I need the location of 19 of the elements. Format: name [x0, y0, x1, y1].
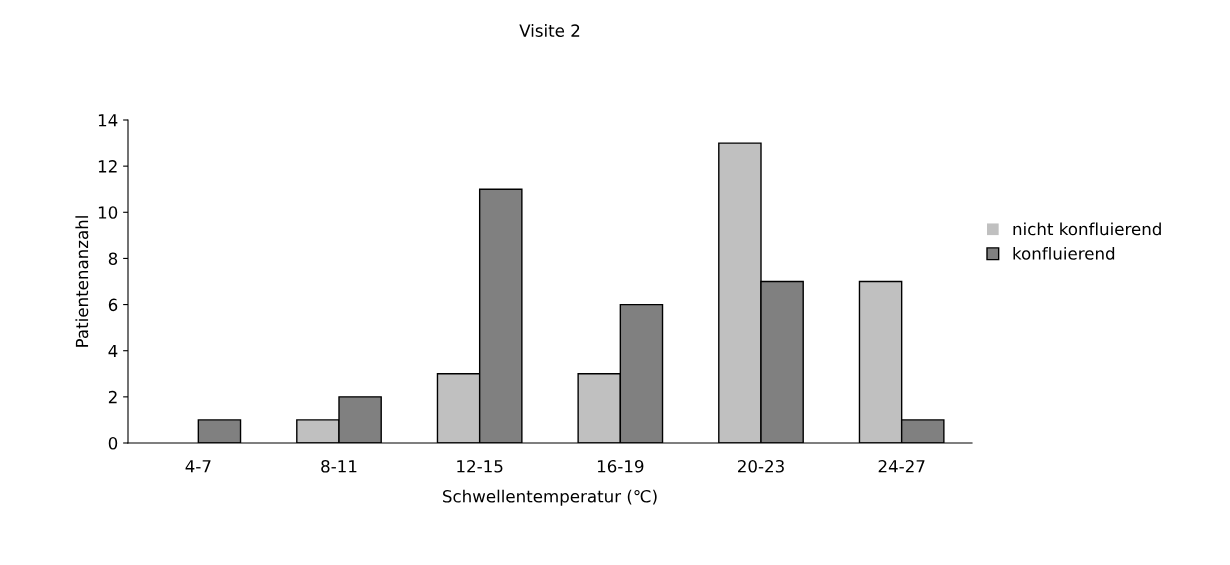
x-tick-label: 20-23	[738, 459, 784, 473]
y-axis-title: Patientenanzahl	[75, 216, 89, 347]
y-tick-label: 2	[108, 390, 117, 404]
y-tick-label: 14	[98, 114, 118, 127]
x-tick-label: 16-19	[597, 459, 644, 473]
y-tick-label: 8	[108, 252, 118, 265]
x-tick-label: 12-15	[457, 459, 503, 473]
x-tick-label: 4-7	[185, 460, 211, 473]
y-tick-label: 4	[108, 344, 118, 358]
x-tick-label: 8-11	[321, 459, 357, 473]
legend-label: nicht konfluierend	[1013, 222, 1161, 236]
chart-title: Visite 2	[519, 24, 580, 37]
x-tick-label: 24-27	[878, 459, 925, 473]
y-tick-label: 10	[98, 206, 118, 219]
legend-label: konfluierend	[1013, 246, 1115, 260]
y-tick-label: 6	[108, 298, 118, 312]
x-axis-title: Schwellentemperatur (℃)	[443, 489, 657, 506]
y-tick-label: 0	[108, 436, 118, 450]
y-tick-label: 12	[98, 160, 117, 173]
